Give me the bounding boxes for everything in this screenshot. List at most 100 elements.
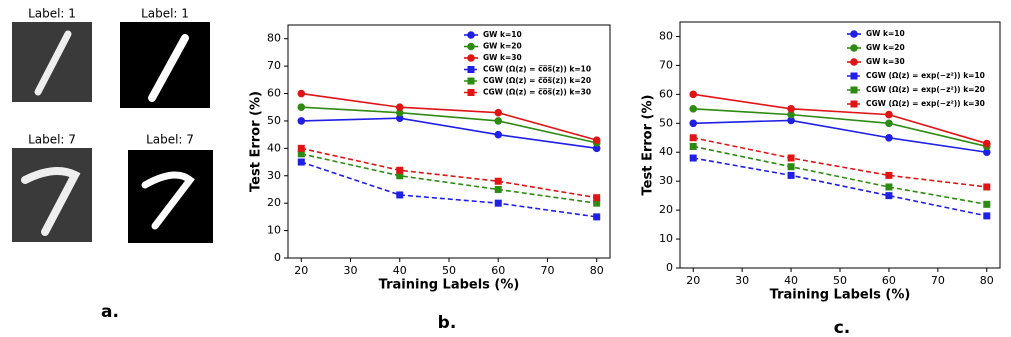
legend-marker [850,86,858,94]
series-line [693,108,987,148]
panel-caption: a. [101,302,119,322]
y-tick-label: 50 [267,114,281,127]
y-tick-label: 0 [666,261,673,274]
image-label: Label: 7 [146,133,194,147]
marker [592,136,601,144]
marker [395,108,404,117]
y-tick-label: 70 [267,59,281,72]
legend-marker [467,31,475,39]
legend-label: GW k=10 [483,30,522,39]
legend-marker [850,100,858,108]
marker [983,200,991,208]
y-tick-label: 20 [659,203,673,216]
x-tick-label: 70 [540,264,554,277]
legend-label: GW k=30 [483,53,522,62]
marker [689,142,697,150]
marker [787,171,795,179]
marker [494,130,503,139]
x-tick-label: 70 [931,274,945,287]
x-tick-label: 50 [833,274,847,287]
marker [885,192,893,200]
marker [787,105,795,113]
marker [689,154,697,162]
legend-marker [467,89,475,96]
legend-label: GW k=20 [483,42,522,51]
legend-label: CGW (Ω(z) = exp(−z²)) k=10 [866,71,985,80]
series-line [301,92,597,141]
x-axis-label: Training Labels (%) [770,288,911,303]
x-tick-label: 30 [735,274,749,287]
series-line [693,136,987,188]
legend-marker [467,77,475,85]
y-tick-label: 10 [659,232,673,245]
legend-marker [467,42,475,51]
clean-digit-image [120,22,210,108]
series-line [693,145,987,206]
y-tick-label: 40 [659,145,673,158]
series-line [693,119,987,154]
legend-label: CGW (Ω(z) = c̅o̅s̅(z)) k=30 [483,88,591,97]
x-tick-label: 80 [590,264,604,277]
panel-caption: b. [438,313,457,333]
legend-marker [850,30,858,38]
y-tick-label: 60 [659,87,673,100]
marker [885,119,893,128]
plot-frame [287,24,611,259]
y-tick-label: 10 [267,224,281,237]
marker [395,114,404,122]
marker [593,194,601,202]
marker [982,148,991,157]
marker [396,172,404,180]
marker [592,144,601,153]
legend-label: CGW (Ω(z) = exp(−z²)) k=20 [866,85,985,94]
x-tick-label: 40 [393,264,407,277]
legend-marker [850,72,858,80]
y-tick-label: 70 [659,58,673,71]
marker [494,199,502,207]
noisy-digit-image [12,148,92,242]
x-tick-label: 60 [882,274,896,287]
legend-label: CGW (Ω(z) = c̅o̅s̅(z)) k=10 [483,65,591,74]
y-tick-label: 80 [659,29,673,42]
y-tick-label: 60 [267,87,281,100]
marker [787,116,795,125]
x-axis-label: Training Labels (%) [379,278,520,293]
marker [885,183,893,191]
digit-images: Label: 1 Label: 1 Label: 7 Label: 7 a. [12,7,213,322]
series-line [693,157,987,217]
marker [885,133,893,142]
series-line [693,93,988,145]
image-label: Label: 7 [28,133,76,147]
marker [885,110,893,119]
x-tick-label: 30 [344,264,358,277]
image-label: Label: 1 [28,7,76,21]
series-line [301,161,597,218]
marker [297,103,306,112]
legend-marker [850,44,858,52]
y-tick-label: 80 [267,32,281,45]
clean-digit-image [128,150,213,243]
y-tick-label: 30 [659,174,673,187]
legend-label: GW k=20 [866,43,905,52]
legend-label: CGW (Ω(z) = exp(−z²)) k=30 [866,99,985,108]
marker [297,89,306,98]
marker [689,134,697,142]
marker [885,171,893,179]
marker [297,144,305,152]
marker [593,199,601,207]
marker [689,105,698,113]
marker [297,158,305,166]
y-tick-label: 0 [274,251,281,264]
legend-label: GW k=10 [866,29,905,38]
x-tick-label: 50 [442,264,456,277]
series-line [301,147,597,199]
y-tick-label: 50 [659,116,673,129]
x-tick-label: 20 [294,264,308,277]
marker [689,90,698,99]
image-label: Label: 1 [141,7,189,21]
x-tick-label: 80 [980,274,994,287]
marker [297,117,306,125]
marker [787,110,795,119]
y-tick-label: 20 [267,196,281,209]
